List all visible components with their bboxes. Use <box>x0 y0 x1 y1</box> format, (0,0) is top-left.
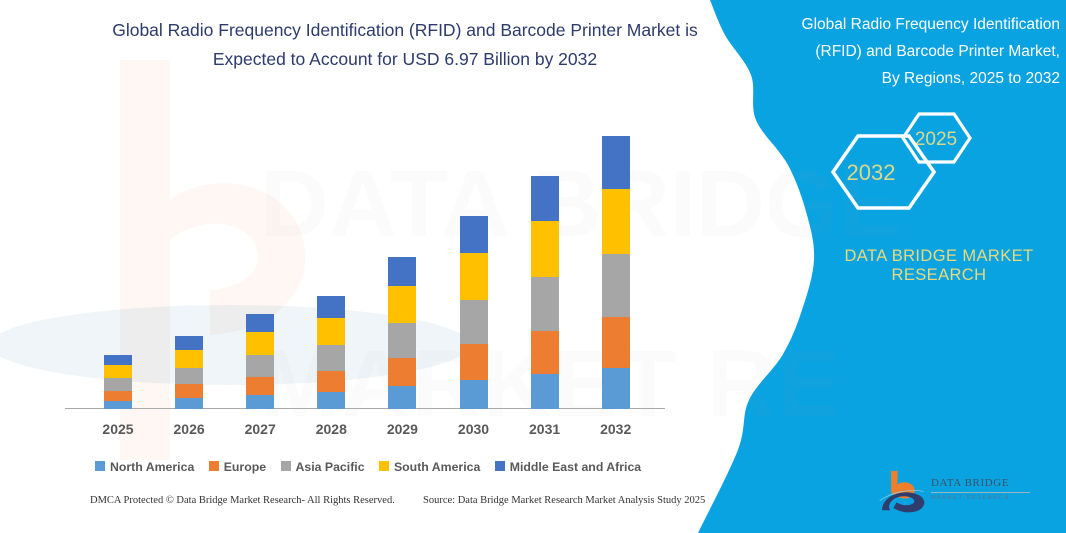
svg-text:2032: 2032 <box>847 160 896 185</box>
svg-text:2025: 2025 <box>915 129 957 150</box>
